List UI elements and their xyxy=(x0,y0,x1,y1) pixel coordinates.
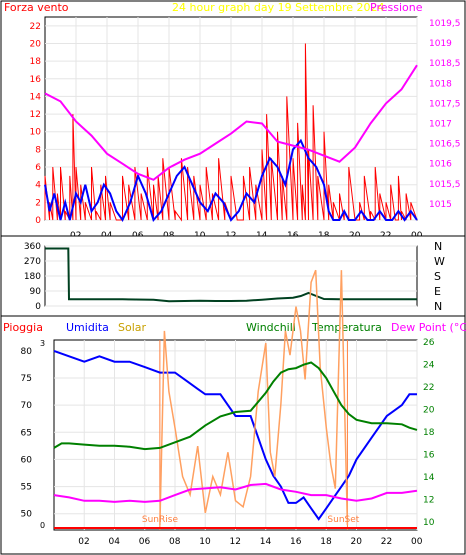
humidity-x-tick-label: 20 xyxy=(351,537,363,547)
sunrise-label: SunRise xyxy=(142,515,179,525)
humidity-y-tick-label: 60 xyxy=(21,455,33,465)
pressure-y-tick-label: 1016 xyxy=(429,160,452,170)
temperature-series xyxy=(53,361,418,451)
wind-direction-grid xyxy=(45,245,417,307)
humidity-series xyxy=(53,349,417,521)
dewpoint-series xyxy=(53,482,418,503)
wind-gust-series xyxy=(44,43,418,222)
temperature-y-ticks: 10 12 14 16 18 20 22 24 26 xyxy=(423,338,435,528)
wind-direction-series xyxy=(45,247,417,303)
compass-label: N xyxy=(434,240,442,253)
humidity-y-ticks: 50 55 60 65 70 75 80 xyxy=(21,347,33,520)
direction-degree-tick-label: 270 xyxy=(24,257,41,267)
wind-direction-series xyxy=(45,247,417,303)
humidity-x-tick-label: 10 xyxy=(199,537,211,547)
pressure-y-tick-label: 1019,5 xyxy=(429,19,461,29)
temperature-y-tick-label: 14 xyxy=(423,473,435,483)
humidity-x-tick-label: 08 xyxy=(169,537,181,547)
compass-label: W xyxy=(434,255,445,268)
humidity-x-ticks: 02 04 06 08 10 12 14 16 18 20 22 00 xyxy=(78,537,422,547)
direction-degree-tick-label: 90 xyxy=(30,287,42,297)
humidity-x-tick-label: 06 xyxy=(139,537,151,547)
pressure-y-tick-label: 1018 xyxy=(429,79,452,89)
temperature-y-tick-label: 20 xyxy=(423,406,435,416)
wind-pressure-series xyxy=(44,43,418,223)
wind-y-tick-label: 22 xyxy=(30,22,41,32)
pressure-y-tick-label: 1016,5 xyxy=(429,140,461,150)
humidity-x-tick-label: 12 xyxy=(230,537,241,547)
humidity-y-tick-label: 55 xyxy=(21,483,32,493)
wind-y-tick-label: 16 xyxy=(30,75,42,85)
rain-y-tick-label: 3 xyxy=(40,339,45,348)
wind-y-tick-label: 6 xyxy=(35,163,41,173)
wind-y-tick-label: 2 xyxy=(35,198,41,208)
legend-dew-point: Dew Point (°C) xyxy=(391,321,466,334)
humidity-temperature-series xyxy=(53,269,418,530)
wind-y-tick-label: 4 xyxy=(35,181,41,191)
temperature-y-tick-label: 10 xyxy=(423,518,435,528)
pressure-y-ticks: 1015 1015,5 1016 1016,5 1017 1017,5 1018 1018,5… xyxy=(429,19,461,210)
wind-speed-series xyxy=(44,138,418,223)
humidity-y-tick-label: 65 xyxy=(21,428,32,438)
wind-y-tick-label: 0 xyxy=(35,216,41,226)
humidity-x-tick-label: 16 xyxy=(290,537,302,547)
direction-degree-tick-label: 0 xyxy=(35,302,41,312)
wind-y-tick-label: 20 xyxy=(30,39,42,49)
legend-temperatura: Temperatura xyxy=(311,321,382,334)
wind-y-ticks: 0 2 4 6 8 10 12 14 16 18 20 22 xyxy=(30,22,42,226)
pressure-y-tick-label: 1015 xyxy=(429,200,452,210)
pressure-axis-label: Pressione xyxy=(370,1,423,14)
humidity-x-tick-label: 04 xyxy=(109,537,121,547)
wind-axis-label: Forza vento xyxy=(4,1,69,14)
wind-y-tick-label: 14 xyxy=(30,92,42,102)
humidity-y-tick-label: 50 xyxy=(21,510,33,520)
pressure-y-tick-label: 1015,5 xyxy=(429,180,461,190)
legend-solar: Solar xyxy=(118,321,147,334)
humidity-y-tick-label: 75 xyxy=(21,374,32,384)
temperature-y-tick-label: 26 xyxy=(423,338,435,348)
compass-label: S xyxy=(434,270,441,283)
wind-direction-degree-ticks: 360 270 180 90 0 xyxy=(24,242,41,312)
pressure-series xyxy=(44,64,418,181)
humidity-y-tick-label: 80 xyxy=(21,347,33,357)
humidity-x-tick-label: 14 xyxy=(260,537,272,547)
temperature-y-tick-label: 16 xyxy=(423,451,435,461)
rain-y-ticks: 03 xyxy=(40,339,45,530)
humidity-x-tick-label: 18 xyxy=(320,537,332,547)
wind-y-tick-label: 10 xyxy=(30,128,42,138)
direction-degree-tick-label: 180 xyxy=(24,272,41,282)
pressure-y-tick-label: 1019 xyxy=(429,39,452,49)
humidity-temperature-grid xyxy=(54,340,418,530)
direction-degree-tick-label: 360 xyxy=(24,242,41,252)
humidity-y-tick-label: 70 xyxy=(21,401,33,411)
humidity-x-tick-label: 00 xyxy=(411,537,423,547)
compass-label: E xyxy=(434,285,441,298)
temperature-y-tick-label: 24 xyxy=(423,361,435,371)
humidity-x-tick-label: 22 xyxy=(381,537,392,547)
wind-y-tick-label: 12 xyxy=(30,110,41,120)
pressure-y-tick-label: 1017 xyxy=(429,120,452,130)
temperature-y-tick-label: 22 xyxy=(423,383,434,393)
solar-series xyxy=(159,269,349,526)
rain-y-tick-label: 0 xyxy=(40,521,45,530)
sunset-label: SunSet xyxy=(327,515,359,525)
temperature-y-tick-label: 12 xyxy=(423,496,434,506)
legend-pioggia: Pioggia xyxy=(3,321,43,334)
wind-y-tick-label: 18 xyxy=(30,57,42,67)
legend-umidita: Umidita xyxy=(66,321,109,334)
compass-label: N xyxy=(434,300,442,313)
legend-windchill: Windchill xyxy=(246,321,296,334)
temperature-y-tick-label: 18 xyxy=(423,428,435,438)
wind-y-tick-label: 8 xyxy=(35,145,41,155)
pressure-y-tick-label: 1018,5 xyxy=(429,59,461,69)
pressure-y-tick-label: 1017,5 xyxy=(429,99,461,109)
humidity-x-tick-label: 02 xyxy=(78,537,89,547)
chart-title: 24 hour graph day 19 Settembre 2024 xyxy=(172,1,385,14)
